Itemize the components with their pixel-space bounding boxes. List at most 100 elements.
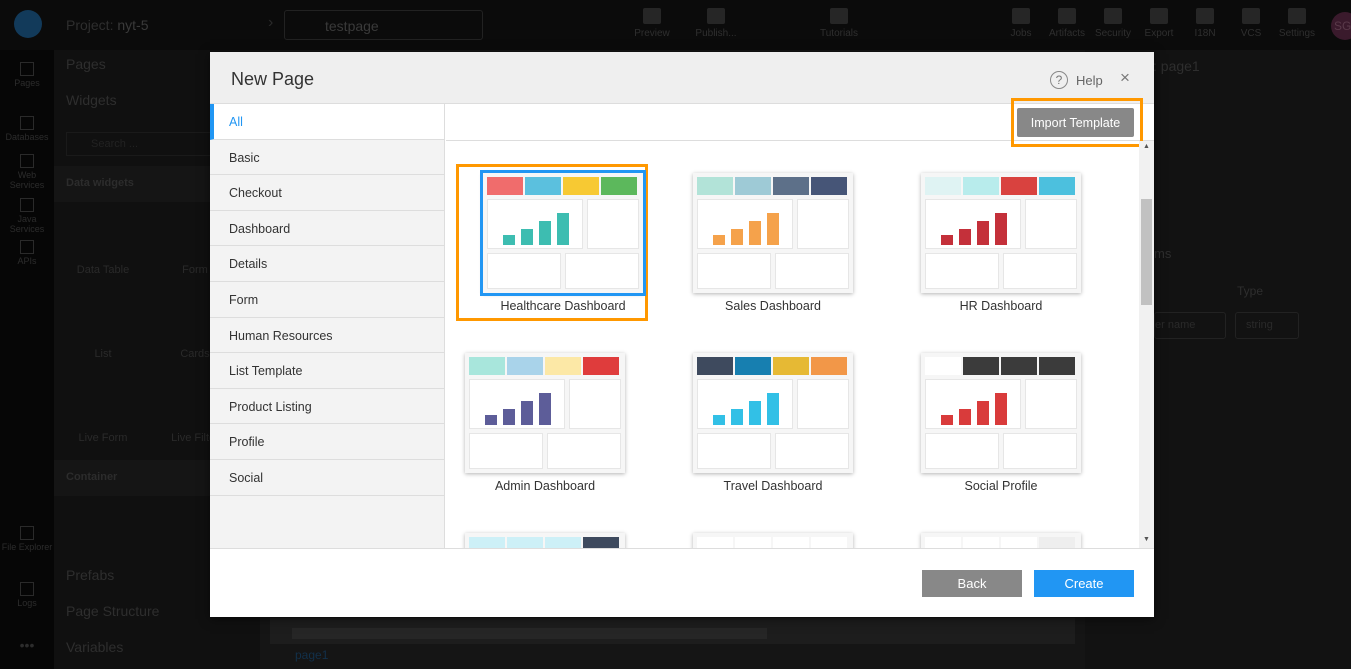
project-name: Project: nyt-5 [66,17,149,33]
param-name-input[interactable]: er name [1154,312,1226,339]
thumbnail-tile [811,357,847,375]
category-list-template[interactable]: List Template [210,353,444,389]
selected-template-highlight [456,164,648,321]
settings-button[interactable]: Settings [1267,8,1327,39]
scrollbar-thumb[interactable] [1141,199,1152,305]
avatar[interactable]: SG [1331,12,1351,40]
template-card[interactable]: HR Dashboard [912,173,1090,313]
sidebar-prefabs[interactable]: Prefabs [66,567,115,583]
category-product-listing[interactable]: Product Listing [210,388,444,425]
rail-apis[interactable]: APIs [0,240,54,266]
preview-button[interactable]: Preview [622,8,682,39]
thumbnail-bar [749,221,761,245]
template-card[interactable]: Travel Dashboard [684,353,862,493]
template-thumbnail [480,170,646,296]
help-button[interactable]: ? Help [1050,71,1103,89]
thumbnail-bar [959,409,971,425]
thumbnail-panel [697,433,771,469]
coffee-icon [20,198,34,212]
thumbnail-tile [1039,357,1075,375]
widget-list[interactable]: List [94,348,112,360]
thumbnail-tile [811,177,847,195]
vcs-button[interactable]: VCS [1221,8,1281,39]
param-type-select[interactable]: string [1235,312,1299,339]
template-thumbnail [693,533,853,548]
template-name: Social Profile [964,479,1038,493]
rail-file-explorer[interactable]: File Explorer [0,526,54,552]
widget-form[interactable]: Form [182,264,208,276]
category-checkout[interactable]: Checkout [210,175,444,211]
widget-cards[interactable]: Cards [180,348,210,360]
create-button[interactable]: Create [1034,570,1134,597]
more-icon[interactable]: ••• [19,637,35,653]
thumbnail-bar [941,235,953,245]
thumbnail-tile [925,357,961,375]
widget-live-filter[interactable]: Live Filter [171,432,219,444]
thumbnail-panel [775,253,849,289]
category-details[interactable]: Details [210,246,444,282]
rail-java-services[interactable]: Java Services [0,198,54,234]
category-basic[interactable]: Basic [210,139,444,176]
sidebar-pages[interactable]: Pages [66,56,106,72]
template-card[interactable]: Social Profile [912,353,1090,493]
sidebar-variables[interactable]: Variables [66,639,124,655]
template-card[interactable] [684,533,862,548]
thumbnail-bar [539,393,551,425]
sidebar-widgets[interactable]: Widgets [66,92,117,108]
tutorials-button[interactable]: Tutorials [809,8,869,39]
thumbnail-panel [1003,433,1077,469]
template-card[interactable]: Admin Dashboard [456,353,634,493]
sidebar-page-structure[interactable]: Page Structure [66,603,160,619]
template-card[interactable]: Sales Dashboard [684,173,862,313]
rail-web-services[interactable]: Web Services [0,154,54,190]
export-button[interactable]: Export [1129,8,1189,39]
category-all[interactable]: All [210,104,444,140]
thumbnail-tile [811,537,847,548]
translate-icon [1196,8,1214,24]
category-form[interactable]: Form [210,281,444,318]
template-grid-scrollbar[interactable]: ▲ ▼ [1139,141,1154,548]
scroll-up-icon[interactable]: ▲ [1143,143,1150,150]
thumbnail-panel [925,253,999,289]
i18n-button[interactable]: I18N [1175,8,1235,39]
thumbnail-panel [775,433,849,469]
rail-logs[interactable]: Logs [0,582,54,608]
globe-icon [20,154,34,168]
canvas-horizontal-scrollbar[interactable] [270,618,1075,644]
thumbnail-tile [583,357,619,375]
widget-live-form[interactable]: Live Form [78,432,128,444]
app-logo [14,10,42,38]
close-icon[interactable]: × [1120,68,1130,87]
category-social[interactable]: Social [210,459,444,496]
branch-icon [1242,8,1260,24]
widget-data-table[interactable]: Data Table [76,264,130,276]
help-label: Help [1076,72,1103,88]
thumbnail-bar [485,415,497,425]
template-card[interactable] [456,533,634,548]
category-dashboard[interactable]: Dashboard [210,210,444,247]
publish-button[interactable]: Publish... [686,8,746,39]
back-button[interactable]: Back [922,570,1022,597]
thumbnail-tile [469,357,505,375]
security-button[interactable]: Security [1083,8,1143,39]
scroll-down-icon[interactable]: ▼ [1143,536,1150,543]
jobs-button[interactable]: Jobs [991,8,1051,39]
template-thumbnail [465,533,625,548]
rail-pages[interactable]: Pages [0,62,54,88]
top-bar: Project: nyt-5 › testpage Preview Publis… [0,0,1351,50]
template-card[interactable] [912,533,1090,548]
template-name: Travel Dashboard [723,479,823,493]
artifacts-button[interactable]: Artifacts [1037,8,1097,39]
template-card[interactable]: Healthcare Dashboard [456,164,648,321]
thumbnail-tile [1001,537,1037,548]
category-human-resources[interactable]: Human Resources [210,317,444,354]
import-template-button[interactable]: Import Template [1017,108,1134,137]
thumbnail-bar [767,213,779,245]
category-profile[interactable]: Profile [210,424,444,460]
thumbnail-bar [977,401,989,425]
thumbnail-bar [557,213,569,245]
page-selector[interactable]: testpage [284,10,483,40]
canvas-page-tab[interactable]: page1 [295,648,329,662]
rail-databases[interactable]: Databases [0,116,54,142]
properties-title: : page1 [1153,58,1200,74]
